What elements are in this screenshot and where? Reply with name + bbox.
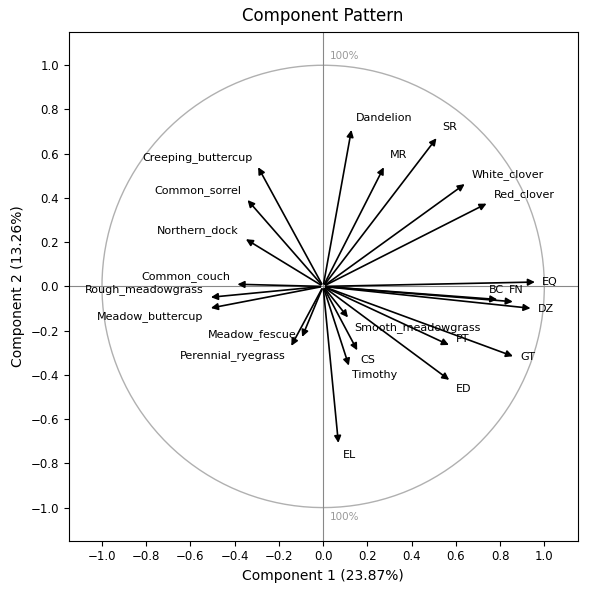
X-axis label: Component 1 (23.87%): Component 1 (23.87%) <box>242 569 404 583</box>
Text: ED: ED <box>456 384 471 394</box>
Text: CS: CS <box>360 355 376 365</box>
Title: Component Pattern: Component Pattern <box>242 7 404 25</box>
Text: Timothy: Timothy <box>352 371 397 381</box>
Text: MR: MR <box>389 150 407 160</box>
Text: Meadow_buttercup: Meadow_buttercup <box>97 311 204 322</box>
Text: Common_couch: Common_couch <box>141 271 230 282</box>
Text: GT: GT <box>520 352 535 362</box>
Text: DZ: DZ <box>537 303 554 313</box>
Text: 100%: 100% <box>330 51 359 61</box>
Text: Creeping_buttercup: Creeping_buttercup <box>142 152 253 163</box>
Text: 100%: 100% <box>330 512 359 522</box>
Text: Red_clover: Red_clover <box>493 189 555 200</box>
Text: BC: BC <box>489 285 504 295</box>
Text: FN: FN <box>509 285 524 295</box>
Text: EQ: EQ <box>542 277 558 287</box>
Text: Meadow_fescue: Meadow_fescue <box>208 329 297 339</box>
Text: Perennial_ryegrass: Perennial_ryegrass <box>180 350 286 362</box>
Text: Dandelion: Dandelion <box>356 113 413 123</box>
Text: EL: EL <box>343 450 356 460</box>
Text: Northern_dock: Northern_dock <box>158 225 239 235</box>
Text: Smooth_meadowgrass: Smooth_meadowgrass <box>354 322 480 333</box>
Text: Common_sorrel: Common_sorrel <box>155 185 241 196</box>
Text: PT: PT <box>456 334 470 344</box>
Text: Rough_meadowgrass: Rough_meadowgrass <box>85 284 204 295</box>
Y-axis label: Component 2 (13.26%): Component 2 (13.26%) <box>11 205 25 368</box>
Text: White_clover: White_clover <box>471 169 543 181</box>
Text: SR: SR <box>442 122 457 132</box>
